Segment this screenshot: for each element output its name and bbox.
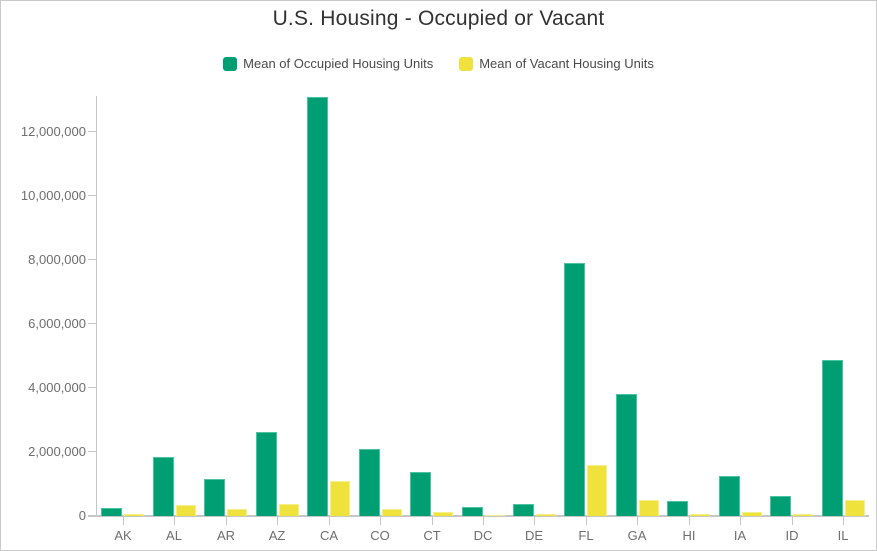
y-axis-label: 12,000,000 xyxy=(20,124,86,139)
bar-il-occupied[interactable] xyxy=(822,360,843,516)
bar-ia-vacant[interactable] xyxy=(742,512,762,516)
x-axis-tick xyxy=(534,516,535,525)
bar-al-vacant[interactable] xyxy=(176,505,196,516)
x-axis-label-de: DE xyxy=(524,528,544,543)
x-axis-tick xyxy=(792,516,793,525)
y-axis-tick xyxy=(88,259,96,260)
bar-co-occupied[interactable] xyxy=(359,449,380,516)
y-axis-tick xyxy=(88,387,96,388)
bar-de-occupied[interactable] xyxy=(513,504,534,516)
bar-az-occupied[interactable] xyxy=(256,432,277,516)
x-axis-tick xyxy=(329,516,330,525)
bar-az-vacant[interactable] xyxy=(279,504,299,516)
bar-hi-vacant[interactable] xyxy=(690,514,710,516)
x-axis-label-ca: CA xyxy=(319,528,339,543)
x-axis-label-il: IL xyxy=(837,528,849,543)
y-axis-label: 8,000,000 xyxy=(28,252,86,267)
bar-ar-occupied[interactable] xyxy=(204,479,225,516)
bar-ar-vacant[interactable] xyxy=(227,509,247,516)
x-axis-label-id: ID xyxy=(785,528,799,543)
bar-fl-vacant[interactable] xyxy=(587,465,607,516)
x-axis-tick xyxy=(123,516,124,525)
bar-al-occupied[interactable] xyxy=(153,457,174,516)
legend-label-vacant: Mean of Vacant Housing Units xyxy=(479,56,654,71)
x-axis-label-ia: IA xyxy=(733,528,747,543)
x-axis-tick xyxy=(586,516,587,525)
y-axis-label: 10,000,000 xyxy=(20,188,86,203)
bar-hi-occupied[interactable] xyxy=(667,501,688,516)
x-axis-tick xyxy=(843,516,844,525)
x-axis-label-ar: AR xyxy=(216,528,236,543)
bar-id-occupied[interactable] xyxy=(770,496,791,516)
x-axis-tick xyxy=(380,516,381,525)
bar-fl-occupied[interactable] xyxy=(564,263,585,516)
x-axis-label-ga: GA xyxy=(627,528,647,543)
y-axis-tick xyxy=(88,323,96,324)
y-axis-label: 6,000,000 xyxy=(28,316,86,331)
legend-item-vacant[interactable]: Mean of Vacant Housing Units xyxy=(459,56,654,71)
x-axis-label-al: AL xyxy=(166,528,182,543)
y-axis-tick xyxy=(88,515,96,516)
x-axis-label-hi: HI xyxy=(682,528,696,543)
bar-ga-vacant[interactable] xyxy=(639,500,659,516)
x-axis-label-az: AZ xyxy=(268,528,286,543)
x-axis-label-ct: CT xyxy=(423,528,441,543)
legend-item-occupied[interactable]: Mean of Occupied Housing Units xyxy=(223,56,433,71)
bar-co-vacant[interactable] xyxy=(382,509,402,516)
bar-ca-vacant[interactable] xyxy=(330,481,350,516)
bar-de-vacant[interactable] xyxy=(536,514,556,516)
x-axis-tick xyxy=(174,516,175,525)
bar-ca-occupied[interactable] xyxy=(307,97,328,516)
occupied-series-swatch-icon xyxy=(223,56,238,71)
x-axis-tick xyxy=(277,516,278,525)
chart-title: U.S. Housing - Occupied or Vacant xyxy=(272,7,605,30)
x-axis-tick xyxy=(226,516,227,525)
bar-il-vacant[interactable] xyxy=(845,500,865,516)
x-axis-tick xyxy=(689,516,690,525)
x-axis-tick xyxy=(637,516,638,525)
bar-ak-vacant[interactable] xyxy=(124,514,144,516)
x-axis-label-dc: DC xyxy=(473,528,493,543)
y-axis-tick xyxy=(88,195,96,196)
legend: Mean of Occupied Housing Units Mean of V… xyxy=(1,56,876,71)
bar-ga-occupied[interactable] xyxy=(616,394,637,516)
bar-ia-occupied[interactable] xyxy=(719,476,740,516)
x-axis-tick xyxy=(432,516,433,525)
bar-dc-occupied[interactable] xyxy=(462,507,483,516)
x-axis-label-fl: FL xyxy=(578,528,594,543)
x-axis-tick xyxy=(740,516,741,525)
x-axis-line xyxy=(88,515,869,517)
y-axis-tick xyxy=(88,131,96,132)
x-axis-label-co: CO xyxy=(370,528,390,543)
y-axis-label: 2,000,000 xyxy=(28,444,86,459)
bar-ct-occupied[interactable] xyxy=(410,472,431,516)
bar-id-vacant[interactable] xyxy=(793,514,813,516)
y-axis-tick xyxy=(88,451,96,452)
x-axis-tick xyxy=(483,516,484,525)
bar-ct-vacant[interactable] xyxy=(433,512,453,516)
bar-ak-occupied[interactable] xyxy=(101,508,122,516)
vacant-series-swatch-icon xyxy=(459,56,474,71)
bar-dc-vacant[interactable] xyxy=(485,515,505,516)
y-axis-label: 0 xyxy=(78,508,86,523)
y-axis-label: 4,000,000 xyxy=(28,380,86,395)
legend-label-occupied: Mean of Occupied Housing Units xyxy=(243,56,434,71)
x-axis-label-ak: AK xyxy=(114,528,132,543)
y-axis-line xyxy=(96,96,97,516)
